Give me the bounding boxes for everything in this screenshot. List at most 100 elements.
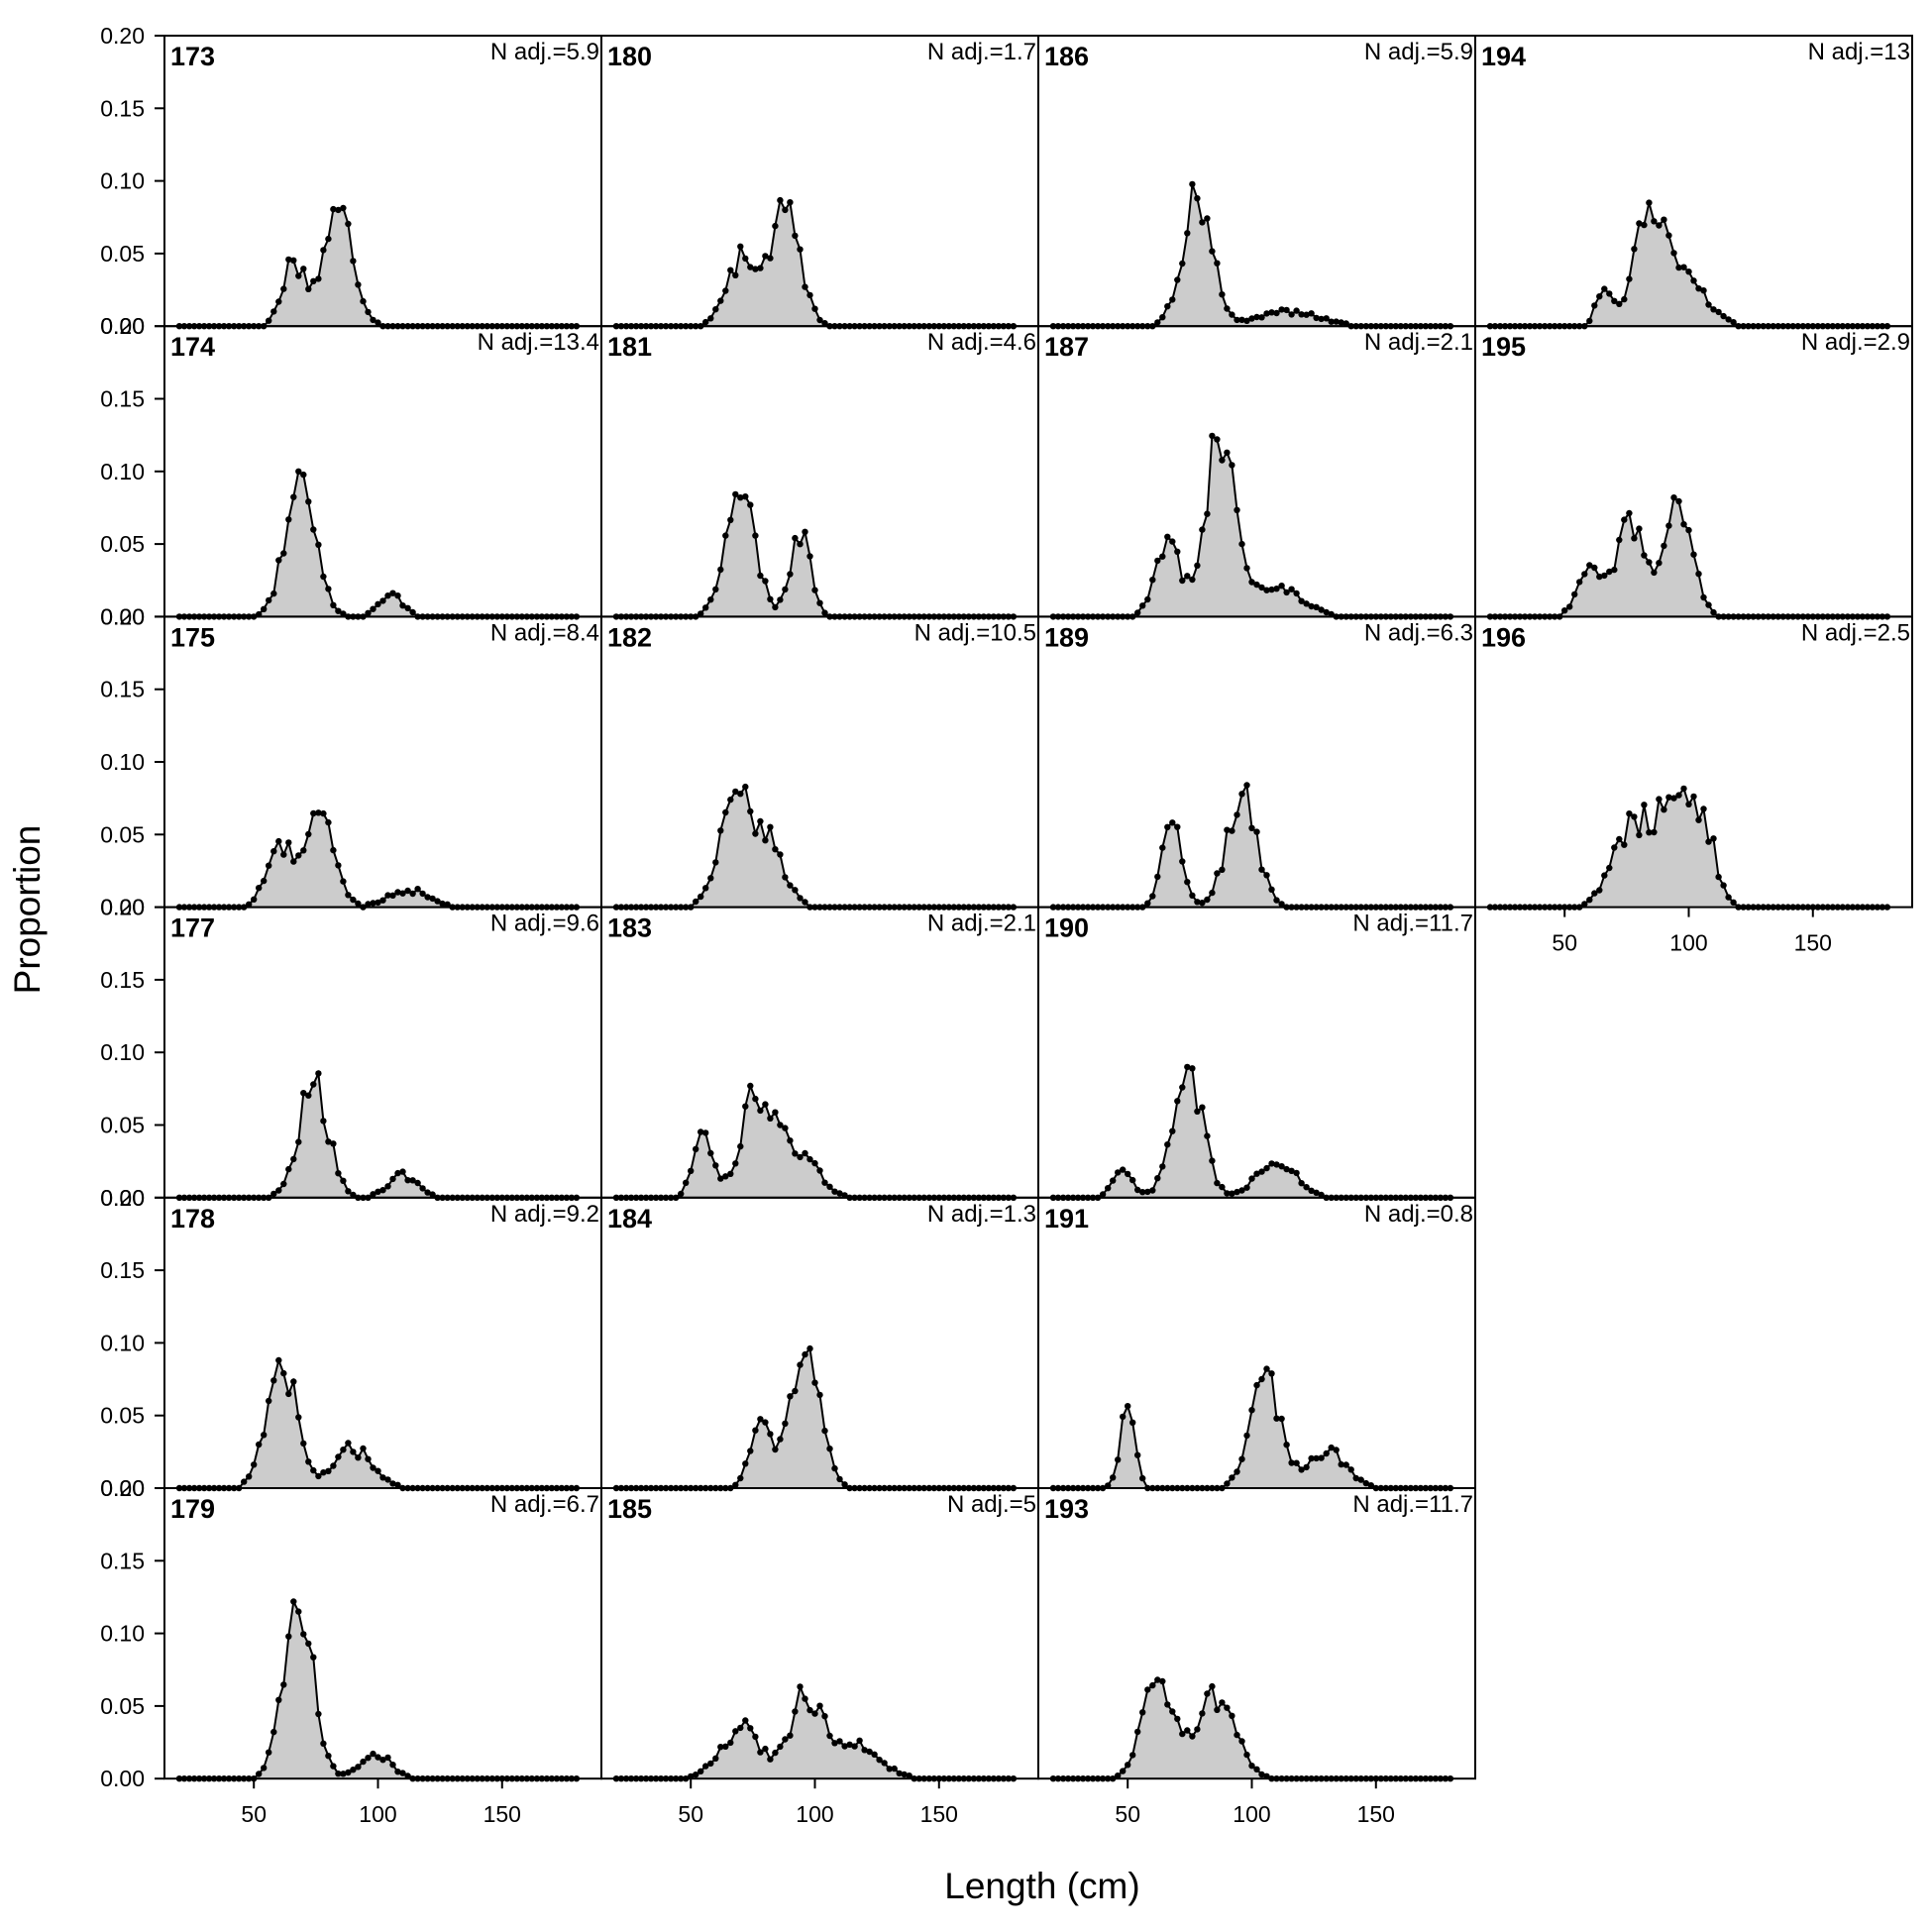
data-point <box>1253 1381 1260 1389</box>
data-point <box>1243 1432 1250 1440</box>
panel-label: 190 <box>1044 913 1089 943</box>
data-point <box>707 1149 714 1157</box>
data-point <box>1313 603 1320 610</box>
panel-border <box>1474 615 1913 909</box>
data-point <box>375 319 381 326</box>
data-point <box>1646 199 1653 206</box>
data-point <box>1174 823 1181 830</box>
y-tick-label: 0.00 <box>100 313 145 339</box>
data-point <box>688 1167 695 1175</box>
data-point <box>389 1762 396 1769</box>
data-point <box>906 1772 912 1779</box>
panel-label: 196 <box>1481 622 1526 652</box>
y-tick-label: 0.00 <box>100 1475 145 1501</box>
data-point <box>1189 892 1196 899</box>
data-point <box>275 298 282 305</box>
data-point <box>414 1179 421 1187</box>
data-point <box>871 1751 878 1759</box>
data-point <box>320 573 327 581</box>
data-point <box>836 1738 843 1745</box>
data-point <box>742 1103 749 1110</box>
n-adj-label: N adj.=2.1 <box>1364 329 1473 356</box>
data-point <box>1258 1168 1265 1175</box>
data-point <box>1715 308 1722 316</box>
data-point <box>1665 794 1672 801</box>
data-point <box>876 1757 883 1764</box>
data-point <box>1204 510 1211 517</box>
data-point <box>1238 316 1245 323</box>
data-point <box>757 265 764 271</box>
panel-border <box>600 325 1039 618</box>
data-point <box>1164 1141 1171 1148</box>
data-point <box>389 590 396 596</box>
data-point <box>1601 285 1608 292</box>
data-point <box>1169 538 1176 545</box>
data-point <box>1194 899 1201 906</box>
panel-label: 186 <box>1044 42 1089 71</box>
data-point <box>683 1179 690 1187</box>
data-point <box>275 837 282 845</box>
axes-layer: 0.000.050.100.150.200.000.050.100.150.20… <box>100 23 1832 1827</box>
data-point <box>1229 462 1235 469</box>
data-point <box>1313 1454 1320 1462</box>
data-point <box>1313 1189 1320 1197</box>
data-point <box>300 847 307 854</box>
data-point <box>1318 1454 1325 1461</box>
data-point <box>1159 314 1166 321</box>
data-point <box>757 1107 764 1115</box>
data-point <box>821 1427 828 1435</box>
data-point <box>335 1170 342 1177</box>
data-point <box>256 1771 263 1777</box>
panel-label: 185 <box>607 1494 652 1524</box>
data-point <box>1248 1763 1255 1770</box>
data-point <box>1110 1177 1117 1184</box>
data-point <box>1189 576 1196 584</box>
data-point <box>1164 823 1171 830</box>
data-point <box>285 1165 292 1173</box>
x-tick-label: 50 <box>241 1801 267 1827</box>
data-point <box>1283 1165 1290 1173</box>
data-point <box>305 285 312 292</box>
data-point <box>275 1187 282 1194</box>
panel-label: 184 <box>607 1204 652 1234</box>
data-point <box>1601 572 1608 580</box>
data-point <box>290 257 297 264</box>
data-point <box>1636 525 1643 532</box>
data-point <box>335 862 342 869</box>
n-adj-label: N adj.=10.5 <box>914 619 1036 646</box>
panel-label: 189 <box>1044 622 1089 652</box>
data-point <box>797 246 804 253</box>
data-point <box>1159 1677 1166 1685</box>
data-point <box>727 267 734 273</box>
data-point <box>1258 866 1265 873</box>
panel-border <box>600 906 1039 1199</box>
data-point <box>1303 1184 1310 1191</box>
data-point <box>1268 309 1275 316</box>
data-point <box>315 541 322 548</box>
data-point <box>290 858 297 865</box>
n-adj-label: N adj.=2.9 <box>1801 329 1910 356</box>
data-point <box>1229 311 1235 318</box>
data-point <box>732 271 739 278</box>
y-tick-label: 0.15 <box>100 386 145 412</box>
data-point <box>340 204 347 212</box>
data-point <box>1194 562 1201 569</box>
data-point <box>355 281 362 288</box>
data-point <box>360 1758 367 1766</box>
data-point <box>1199 219 1206 226</box>
data-point <box>270 1728 277 1736</box>
data-point <box>365 901 372 908</box>
data-point <box>712 1755 719 1763</box>
data-point <box>1596 293 1603 300</box>
data-point <box>1695 285 1702 292</box>
data-point <box>1184 879 1191 886</box>
data-point <box>1308 602 1315 610</box>
data-point <box>1293 307 1300 314</box>
data-point <box>1685 526 1692 534</box>
data-point <box>767 595 774 602</box>
data-point <box>1313 314 1320 322</box>
data-point <box>409 1177 416 1184</box>
data-point <box>806 1706 813 1714</box>
data-point <box>305 498 312 505</box>
